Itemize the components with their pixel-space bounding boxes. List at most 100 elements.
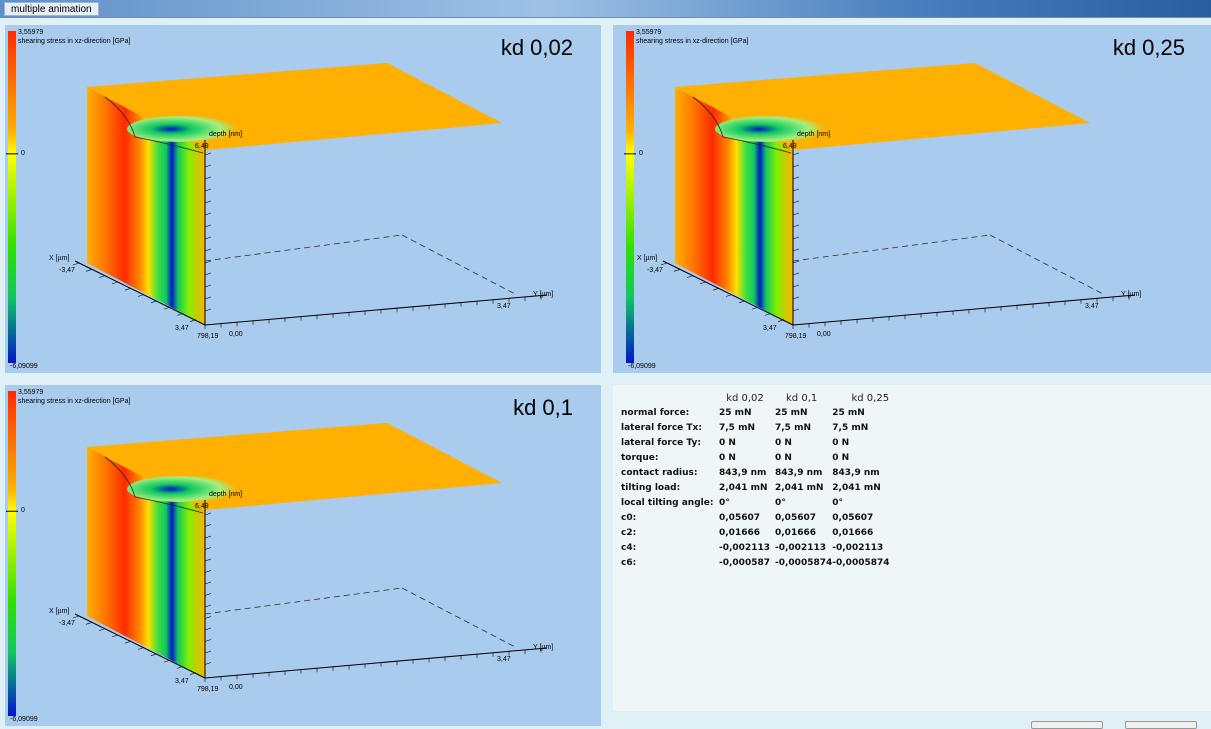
results-row-value: 0 N bbox=[719, 438, 736, 448]
results-row-value: 2,041 mN bbox=[832, 483, 881, 493]
results-row-label: normal force: bbox=[621, 408, 690, 418]
y-axis-label: Y [µm] bbox=[533, 291, 554, 298]
results-table: kd 0,02 kd 0,1 kd 0,25 normal force: 25 m… bbox=[621, 393, 912, 571]
results-row: c4: -0,002113 -0,002113 -0,002113 bbox=[621, 541, 912, 556]
depth-axis-label: depth [nm] bbox=[209, 491, 243, 498]
dialog-button[interactable] bbox=[1031, 721, 1103, 729]
results-row-value: 0,01666 bbox=[775, 528, 816, 538]
depth-axis-value: 6,49 bbox=[195, 503, 209, 510]
results-row-value: 0,05607 bbox=[775, 513, 816, 523]
x-axis-max: 3,47 bbox=[175, 678, 189, 685]
y-axis-max: 3,47 bbox=[497, 303, 511, 310]
stress-face bbox=[675, 87, 793, 325]
results-header-row: kd 0,02 kd 0,1 kd 0,25 bbox=[621, 393, 912, 406]
colorbar-zero: 0 bbox=[21, 149, 25, 157]
plot-panel-kd-01[interactable]: kd 0,1 3,55979 shearing stress in xz-direc… bbox=[5, 385, 601, 726]
colorbar-zero: 0 bbox=[21, 507, 25, 515]
x-axis-label: X [µm] bbox=[49, 608, 70, 615]
colorbar-max: 3,55979 bbox=[18, 389, 44, 396]
results-row: lateral force Ty: 0 N 0 N 0 N bbox=[621, 436, 912, 451]
window-titlebar[interactable]: multiple animation bbox=[0, 0, 1211, 18]
results-row-value: -0,002113 bbox=[832, 543, 884, 553]
results-header: kd 0,02 bbox=[726, 393, 764, 404]
results-row-value: -0,0005874 bbox=[775, 558, 833, 568]
plot-panel-kd-002[interactable]: kd 0,02 3,55979 shearing stress in xz-dire… bbox=[5, 25, 601, 373]
results-row-label: c4: bbox=[621, 543, 637, 553]
y-axis-label: Y [µm] bbox=[1121, 291, 1142, 298]
stress-blob bbox=[715, 116, 825, 142]
colorbar-title: shearing stress in xz-direction [GPa] bbox=[636, 38, 749, 45]
results-row-value: 7,5 mN bbox=[775, 423, 811, 433]
plot-panel-kd-025[interactable]: kd 0,25 3,55979 shearing stress in xz-dire… bbox=[613, 25, 1211, 373]
results-row-value: -0,000587 bbox=[719, 558, 770, 568]
results-row-label: lateral force Ty: bbox=[621, 438, 701, 448]
results-row: c0: 0,05607 0,05607 0,05607 bbox=[621, 511, 912, 526]
results-row: normal force: 25 mN 25 mN 25 mN bbox=[621, 406, 912, 421]
colorbar-title: shearing stress in xz-direction [GPa] bbox=[18, 398, 131, 405]
panel-label: kd 0,02 bbox=[500, 35, 573, 60]
results-row-value: 843,9 nm bbox=[775, 468, 823, 478]
depth-axis-label: depth [nm] bbox=[797, 131, 831, 138]
results-row-value: -0,002113 bbox=[719, 543, 770, 553]
results-row-label: c2: bbox=[621, 528, 637, 538]
results-row-label: torque: bbox=[621, 453, 659, 463]
results-row-value: 0,05607 bbox=[719, 513, 760, 523]
results-row-value: 0° bbox=[719, 498, 730, 508]
results-row: c2: 0,01666 0,01666 0,01666 bbox=[621, 526, 912, 541]
results-row-value: -0,0005874 bbox=[832, 558, 890, 568]
results-header: kd 0,1 bbox=[786, 393, 818, 404]
y-origin-label: 0,00 bbox=[229, 684, 243, 691]
z-origin-label: 798,19 bbox=[197, 686, 219, 693]
z-origin-label: 798,19 bbox=[785, 333, 807, 340]
results-row-value: 25 mN bbox=[775, 408, 808, 418]
results-row-value: 0 N bbox=[775, 438, 792, 448]
results-row-value: 7,5 mN bbox=[832, 423, 869, 433]
stress-plot bbox=[624, 31, 1136, 363]
results-row-value: 0,01666 bbox=[832, 528, 874, 538]
y-origin-label: 0,00 bbox=[229, 331, 243, 338]
y-origin-label: 0,00 bbox=[817, 331, 831, 338]
results-row-value: 0,01666 bbox=[719, 528, 760, 538]
x-axis-min: -3,47 bbox=[59, 267, 75, 274]
colorbar-min: -6,09099 bbox=[628, 363, 656, 370]
stress-blob bbox=[127, 476, 237, 502]
results-panel: kd 0,02 kd 0,1 kd 0,25 normal force: 25 m… bbox=[613, 385, 1211, 711]
y-axis-max: 3,47 bbox=[497, 656, 511, 663]
results-row-label: local tilting angle: bbox=[621, 498, 714, 508]
colorbar-max: 3,55979 bbox=[636, 29, 662, 36]
x-axis-label: X [µm] bbox=[637, 255, 658, 262]
results-row: contact radius: 843,9 nm 843,9 nm 843,9 nm bbox=[621, 466, 912, 481]
results-row-label: tilting load: bbox=[621, 483, 681, 493]
z-origin-label: 798,19 bbox=[197, 333, 219, 340]
y-axis-label: Y [µm] bbox=[533, 644, 554, 651]
results-row-label: contact radius: bbox=[621, 468, 698, 478]
results-row: local tilting angle: 0° 0° 0° bbox=[621, 496, 912, 511]
results-row-value: 0 N bbox=[775, 453, 792, 463]
stress-plot bbox=[6, 31, 548, 363]
results-row-value: 7,5 mN bbox=[719, 423, 755, 433]
panel-label: kd 0,25 bbox=[1112, 35, 1185, 60]
stress-plot bbox=[6, 391, 548, 716]
depth-axis-value: 6,49 bbox=[783, 143, 797, 150]
colorbar bbox=[8, 391, 16, 716]
results-row-value: 0° bbox=[775, 498, 786, 508]
results-row-label: c6: bbox=[621, 558, 637, 568]
window-title: multiple animation bbox=[4, 2, 99, 16]
results-row: lateral force Tx: 7,5 mN 7,5 mN 7,5 mN bbox=[621, 421, 912, 436]
dialog-button[interactable] bbox=[1125, 721, 1197, 729]
colorbar bbox=[626, 31, 634, 363]
x-axis-max: 3,47 bbox=[175, 325, 189, 332]
results-row-value: 0,05607 bbox=[832, 513, 874, 523]
results-row-value: 2,041 mN bbox=[719, 483, 768, 493]
x-axis-label: X [µm] bbox=[49, 255, 70, 262]
depth-axis-label: depth [nm] bbox=[209, 131, 243, 138]
colorbar-min: -6,09099 bbox=[10, 363, 38, 370]
results-row: torque: 0 N 0 N 0 N bbox=[621, 451, 912, 466]
results-row-value: 0 N bbox=[832, 438, 850, 448]
panel-label: kd 0,1 bbox=[513, 395, 573, 420]
results-row-value: 0° bbox=[832, 498, 844, 508]
x-axis-min: -3,47 bbox=[647, 267, 663, 274]
results-row: c6: -0,000587 -0,0005874 -0,0005874 bbox=[621, 556, 912, 571]
results-header: kd 0,25 bbox=[851, 393, 890, 404]
results-row: tilting load: 2,041 mN 2,041 mN 2,041 mN bbox=[621, 481, 912, 496]
